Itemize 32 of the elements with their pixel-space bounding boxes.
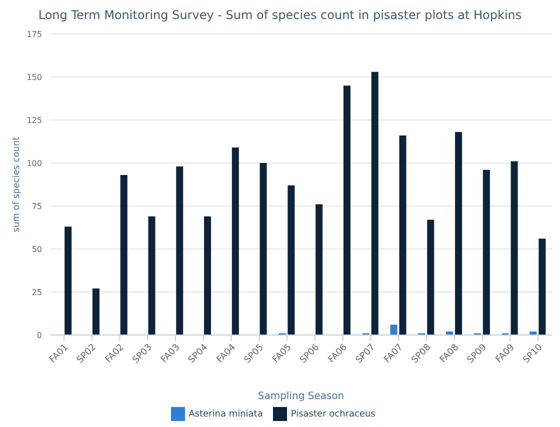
y-tick-label: 50 xyxy=(32,244,42,254)
bar xyxy=(482,170,490,335)
bar xyxy=(64,226,72,335)
y-tick-label: 25 xyxy=(32,288,42,297)
bar xyxy=(232,148,239,335)
bar xyxy=(120,175,128,335)
bar xyxy=(371,72,378,335)
bar xyxy=(92,288,100,335)
legend-label: Asterina miniata xyxy=(188,409,263,420)
bar xyxy=(390,324,398,335)
y-tick-label: 175 xyxy=(26,30,42,39)
bar xyxy=(343,86,350,335)
y-tick-label: 75 xyxy=(32,202,42,211)
x-axis-title: Sampling Season xyxy=(258,391,344,402)
bar xyxy=(455,132,462,335)
bar xyxy=(399,135,406,335)
bar xyxy=(427,220,434,335)
bar xyxy=(148,216,156,335)
y-tick-label: 125 xyxy=(26,116,42,125)
bar xyxy=(538,238,546,335)
bar xyxy=(204,216,212,335)
bar xyxy=(510,161,518,335)
bar xyxy=(176,166,184,335)
bar xyxy=(316,204,323,335)
y-tick-label: 150 xyxy=(26,72,42,82)
legend-label: Pisaster ochraceus xyxy=(290,409,376,420)
bar xyxy=(260,163,267,335)
y-tick-label: 100 xyxy=(26,158,42,168)
y-tick-label: 0 xyxy=(36,330,42,340)
bar xyxy=(288,185,295,335)
chart-title: Long Term Monitoring Survey - Sum of species count in pisaster plots at Hopkins xyxy=(37,8,523,22)
y-axis-title: sum of species count xyxy=(12,136,22,232)
